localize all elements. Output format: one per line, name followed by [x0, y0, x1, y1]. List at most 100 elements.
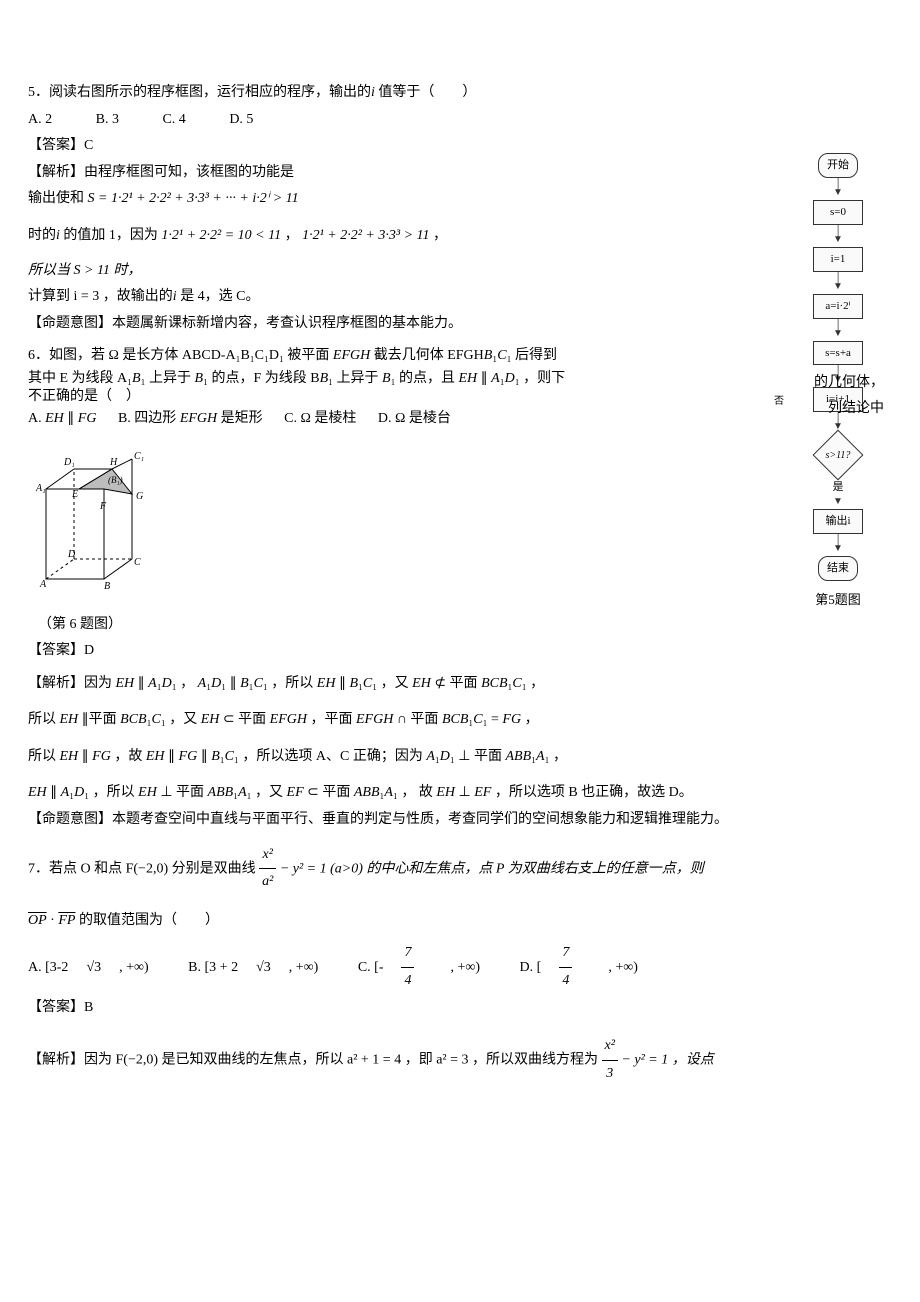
- q6-explain-3: 所以 EH ∥ FG ，故 EH ∥ FG ∥ B₁C₁ ，所以选项 A、C 正…: [28, 744, 888, 771]
- q7-stem-line2: OP · FP 的取值范围为（ ）: [28, 908, 888, 935]
- svg-text:F: F: [99, 501, 107, 512]
- q5-options: A. 2 B. 3 C. 4 D. 5: [28, 107, 888, 134]
- flow-cond: s>11?: [813, 430, 864, 481]
- flow-arrow: │▼: [788, 228, 888, 244]
- q6-opt-a: A. EH ∥ FG: [28, 406, 96, 433]
- q7-opta-sqrt: √3: [86, 955, 101, 982]
- flow-arrow: │▼: [788, 537, 888, 553]
- q7-optb-sqrt: √3: [256, 955, 271, 982]
- flow-cond-text: s>11?: [826, 446, 851, 465]
- q5-explain-1: 【解析】由程序框图可知，该框图的功能是: [28, 160, 888, 187]
- q7-optd-pre: D. [: [520, 955, 542, 982]
- flow-yes-label: 是: [788, 477, 888, 498]
- flow-arrow: ▼: [788, 498, 888, 506]
- q7-optc-pre: C. [-: [358, 955, 384, 982]
- q7-exp-post: − y² = 1 ，设点: [621, 1053, 713, 1068]
- q7-stem: 7．若点 O 和点 F(−2,0) 分别是双曲线 x² a² − y² = 1 …: [28, 842, 888, 896]
- solid-figure: A B C D A₁ (B₁) C₁ D₁ E F G H: [34, 439, 888, 610]
- q7-opt-b: B. [3 + 2 √3 , +∞): [188, 955, 336, 982]
- q6-explain-2: 所以 EH ∥平面 BCB₁C₁ ，又 EH ⊂ 平面 EFGH ，平面 EFG…: [28, 707, 888, 734]
- q7-optd-frac: 74: [559, 940, 590, 994]
- q5-exp2-math: S = 1·2¹ + 2·2² + 3·3³ + ··· + i·2ⁱ > 11: [88, 191, 299, 206]
- q7-vec-fp: FP: [58, 913, 75, 928]
- q5-exp3-pre: 时的i 的值加 1，因为: [28, 228, 158, 243]
- svg-text:C₁: C₁: [134, 451, 144, 462]
- q7-opta-pre: A. [3-2: [28, 955, 68, 982]
- margin-note-1: 的几何体，: [814, 370, 884, 397]
- q5-answer: 【答案】C: [28, 133, 888, 160]
- solid-svg: A B C D A₁ (B₁) C₁ D₁ E F G H: [34, 439, 164, 599]
- q5-exp3-m2: 1·2¹ + 2·2² + 3·3³ > 11: [302, 228, 429, 243]
- q6-opt-b: B. 四边形 EFGH 是矩形: [118, 406, 263, 433]
- svg-text:A₁: A₁: [35, 483, 46, 494]
- q5-exp3-m1: 1·2¹ + 2·2² = 10 < 11: [161, 228, 281, 243]
- q5-exp2-pre: 输出使和: [28, 191, 88, 206]
- q7-optb-post: , +∞): [289, 955, 319, 982]
- svg-text:D: D: [67, 549, 76, 560]
- svg-text:D₁: D₁: [63, 457, 75, 468]
- svg-text:G: G: [136, 491, 143, 502]
- q7-exp-frac: x² 3: [602, 1033, 618, 1087]
- q7-optc-post: , +∞): [450, 955, 480, 982]
- q7-opt-c: C. [- 74 , +∞): [358, 940, 498, 994]
- q7-stem-mid: − y² = 1 (a>0) 的中心和左焦点，点 P 为双曲线右支上的任意一点，…: [280, 861, 704, 876]
- q5-explain-5: 计算到 i = 3 ，故输出的i 是 4，选 C。: [28, 284, 888, 311]
- q7-answer: 【答案】B: [28, 995, 888, 1022]
- q6-opt-d: D. Ω 是棱台: [378, 406, 451, 433]
- q7-optb-pre: B. [3 + 2: [188, 955, 238, 982]
- flowchart-caption: 第5题图: [788, 588, 888, 613]
- q7-opta-post: , +∞): [119, 955, 149, 982]
- flow-no-label: 否: [774, 392, 784, 411]
- q6-fig-caption: （第 6 题图）: [38, 612, 888, 639]
- q5-explain-3: 时的i 的值加 1，因为 1·2¹ + 2·2² = 10 < 11 ， 1·2…: [28, 223, 888, 250]
- q7-stem-frac: x² a²: [259, 842, 276, 896]
- q7-options: A. [3-2 √3 , +∞) B. [3 + 2 √3 , +∞) C. [- 74,…: [28, 940, 888, 994]
- q5-opt-b: B. 3: [96, 107, 119, 134]
- q6-options: A. EH ∥ FG B. 四边形 EFGH 是矩形 C. Ω 是棱柱 D. Ω…: [28, 406, 888, 433]
- flow-start: 开始: [818, 153, 858, 178]
- q7-vec-op: OP: [28, 913, 47, 928]
- flow-arrow: │▼: [788, 275, 888, 291]
- q7-exp-den: 3: [602, 1061, 618, 1088]
- q6-explain-1: 【解析】因为 EH ∥ A₁D₁ ， A₁D₁ ∥ B₁C₁ ，所以 EH ∥ …: [28, 671, 888, 698]
- q7-stem-num: x²: [259, 842, 276, 870]
- q7-opt-d: D. [ 74 , +∞): [520, 940, 656, 994]
- q6-explain-4: EH ∥ A₁D₁ ，所以 EH ⊥ 平面 ABB₁A₁ ，又 EF ⊂ 平面 …: [28, 780, 888, 807]
- q7-stem-den: a²: [259, 869, 276, 896]
- q6-intent: 【命题意图】本题考查空间中直线与平面平行、垂直的判定与性质，考查同学们的空间想象…: [28, 807, 888, 834]
- q5-explain-4: 所以当 S > 11 时，: [28, 258, 888, 285]
- q7-optc-den: 4: [401, 968, 414, 995]
- q5-opt-d: D. 5: [229, 107, 253, 134]
- svg-text:B: B: [104, 581, 110, 592]
- q5-opt-c: C. 4: [162, 107, 185, 134]
- q7-opt-a: A. [3-2 √3 , +∞): [28, 955, 167, 982]
- q5-exp3-end: ，: [433, 228, 447, 243]
- q6-opt-c: C. Ω 是棱柱: [284, 406, 356, 433]
- q7-explain: 【解析】因为 F(−2,0) 是已知双曲线的左焦点，所以 a² + 1 = 4 …: [28, 1033, 888, 1087]
- q7-optc-frac: 74: [401, 940, 432, 994]
- q6-stem-2: 其中 E 为线段 A₁B₁ 上异于 B₁ 的点，F 为线段 BB₁ 上异于 B₁…: [28, 370, 728, 388]
- q5-opt-a: A. 2: [28, 107, 52, 134]
- flow-sa: s=s+a: [813, 341, 863, 366]
- q6-stem-3: 不正确的是（ ）: [28, 388, 888, 406]
- q7-optd-post: , +∞): [608, 955, 638, 982]
- q6-answer: 【答案】D: [28, 638, 888, 665]
- flow-arrow: │▼: [788, 181, 888, 197]
- q7-exp-pre: 【解析】因为 F(−2,0) 是已知双曲线的左焦点，所以 a² + 1 = 4 …: [28, 1053, 602, 1068]
- margin-note-2: 列结论中: [828, 396, 884, 423]
- q5-stem-text: 5．阅读右图所示的程序框图，运行相应的程序，输出的i 值等于（ ）: [28, 85, 476, 100]
- flow-output: 输出i: [813, 509, 863, 534]
- q5-exp3-mid: ，: [285, 228, 299, 243]
- q5-exp4-text: 所以当 S > 11 时，: [28, 263, 141, 278]
- svg-text:E: E: [71, 489, 78, 500]
- q5-intent: 【命题意图】本题属新课标新增内容，考查认识程序框图的基本能力。: [28, 311, 888, 338]
- q7-exp-num: x²: [602, 1033, 618, 1061]
- flow-i1: i=1: [813, 247, 863, 272]
- svg-text:C: C: [134, 557, 141, 568]
- flow-a: a=i·2ⁱ: [813, 294, 863, 319]
- q7-line2-post: 的取值范围为（ ）: [79, 913, 219, 928]
- q5-stem: 5．阅读右图所示的程序框图，运行相应的程序，输出的i 值等于（ ）: [28, 80, 888, 107]
- svg-text:A: A: [39, 579, 47, 590]
- q5-explain-2: 输出使和 S = 1·2¹ + 2·2² + 3·3³ + ··· + i·2ⁱ…: [28, 186, 888, 213]
- svg-text:(B₁): (B₁): [108, 475, 123, 485]
